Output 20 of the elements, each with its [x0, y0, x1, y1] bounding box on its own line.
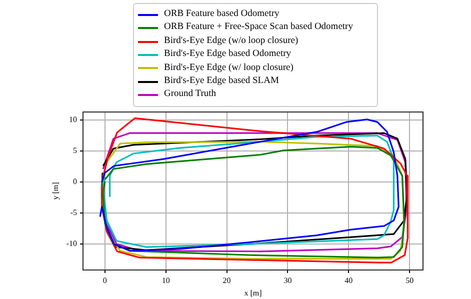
x-tick-label: 30 [284, 276, 292, 285]
x-tick-label: 40 [344, 276, 353, 285]
y-tick-label: 10 [69, 115, 77, 124]
y-tick-label: -10 [66, 239, 77, 248]
legend-label: Bird's-Eye Edge (w/o loop closure) [164, 34, 298, 48]
y-tick-label: -5 [70, 208, 77, 218]
legend-label: ORB Feature based Odometry [164, 8, 280, 21]
x-tick-label: 0 [102, 276, 107, 285]
legend-label: ORB Feature + Free-Space Scan based Odometry [164, 21, 353, 34]
x-tick-label: 20 [222, 276, 231, 285]
legend-label: Bird's-Eye Edge based SLAM [164, 75, 279, 88]
legend-label: Ground Truth [164, 88, 216, 102]
y-tick-label: 0 [73, 177, 77, 186]
y-tick-label: 5 [73, 146, 77, 156]
legend-label: Bird's-Eye Edge (w/ loop closure) [164, 62, 294, 75]
legend-label: Bird's-Eye Edge based Odometry [164, 48, 292, 62]
y-axis-title: y [m] [50, 182, 60, 200]
x-tick-label: 10 [162, 276, 170, 285]
x-axis-title: x [m] [244, 288, 262, 298]
x-tick-label: 50 [406, 276, 414, 285]
